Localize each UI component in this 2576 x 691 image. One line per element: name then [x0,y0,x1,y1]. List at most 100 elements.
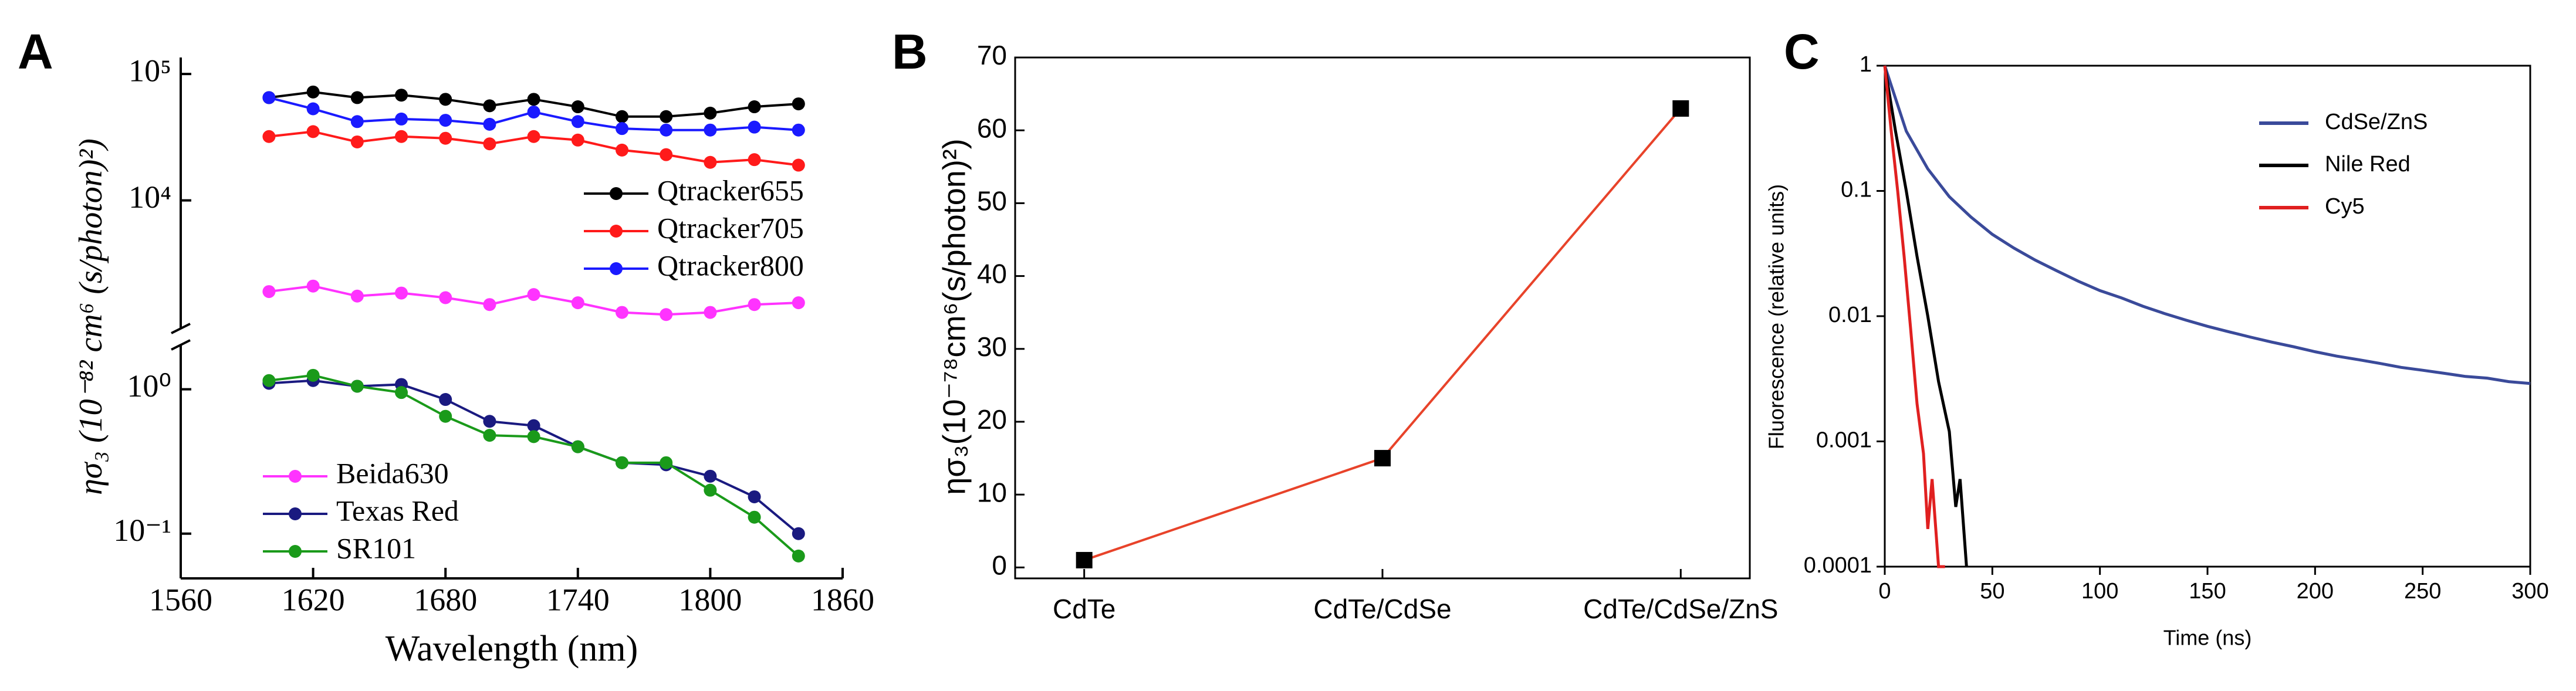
x-axis-label: Wavelength (nm) [386,629,638,669]
plot-frame [1014,56,1751,580]
y-tick-label: 0 [992,550,1007,581]
marker [483,429,496,442]
x-tick-label: 250 [2404,579,2441,604]
marker [704,106,717,120]
y-tick-label: 10⁵ [129,53,171,88]
x-tick-label: 1800 [678,582,742,617]
legend-label: Qtracker705 [657,211,804,244]
marker [262,91,276,104]
marker [395,130,408,143]
marker [571,440,584,453]
legend-marker [289,470,302,483]
marker [395,112,408,126]
marker [350,289,364,303]
y-tick-label: 0.001 [1816,428,1872,453]
axis-break [171,323,191,351]
legend-label: Nile Red [2325,152,2411,177]
marker [748,298,761,311]
marker [660,148,673,161]
legend-label: Cy5 [2325,194,2365,219]
x-tick-label: 1680 [414,582,477,617]
y-tick-label: 0.1 [1841,178,1872,202]
legend-marker [610,187,623,200]
marker [262,130,276,143]
marker [616,306,628,319]
marker [748,120,761,134]
marker [439,114,452,127]
marker [483,298,496,311]
marker [748,490,761,503]
series-line [1883,65,1968,567]
marker [1672,100,1689,117]
marker [306,368,320,382]
x-tick-label: 1620 [282,582,345,617]
legend-marker [289,507,302,520]
marker [616,110,628,123]
marker [660,456,673,469]
marker [306,85,320,99]
legend-marker [610,262,623,275]
y-tick-label: 60 [977,113,1007,143]
legend-label: Qtracker800 [657,249,804,282]
marker [704,469,717,483]
legend-marker [610,225,623,238]
marker [527,105,540,118]
marker [527,93,540,106]
panel-a: A 1560 1620 1680 1740 1800 1860 10⁻¹ 10⁰ 10⁴ 10⁵ Wa… [18,24,874,669]
x-tick-label: 50 [1980,579,2004,604]
series-line [1883,65,1945,568]
y-tick-label: 10 [977,477,1007,507]
marker [704,483,717,497]
x-tick-label: CdTe [1053,594,1115,624]
y-tick-label: 0.01 [1828,303,1872,327]
y-tick-label: 10⁴ [129,179,171,215]
marker [395,386,408,399]
marker [616,122,628,136]
marker [483,99,496,113]
y-axis-label: ησ₃ (10⁻⁸² cm⁶ (s/photon)²) [73,138,109,495]
marker [395,286,408,300]
marker [704,306,717,319]
y-tick-label: 30 [977,331,1007,362]
x-tick-label: 0 [1878,579,1891,604]
x-tick-label: 200 [2297,579,2334,604]
marker [660,123,673,137]
marker [262,374,276,387]
marker [660,308,673,321]
marker [350,380,364,393]
marker [395,89,408,102]
marker [439,409,452,423]
x-tick-label: 1560 [149,582,212,617]
marker [571,115,584,128]
marker [616,143,628,157]
panel-b: B 0 10 20 30 40 50 60 70 CdTe CdTe/CdSe CdTe/CdSe/Z… [892,24,1779,624]
y-axis-label: ησ₃(10⁻⁷⁸cm⁶(s/photon)²) [937,138,972,495]
marker [350,115,364,128]
x-tick-label: 1860 [811,582,874,617]
marker [748,100,761,114]
panel-label: B [892,24,928,79]
marker [571,133,584,147]
panel-label: A [18,24,53,79]
legend-label: SR101 [336,531,416,564]
marker [792,527,805,540]
marker [306,102,320,116]
marker [748,153,761,167]
series-line [1084,107,1682,561]
marker [527,130,540,143]
y-tick-label: 0.0001 [1804,553,1872,578]
marker [483,137,496,151]
marker [792,296,805,310]
plot-frame [1884,65,2531,568]
y-tick-label: 10⁻¹ [113,513,171,548]
marker [748,510,761,524]
marker [616,456,628,469]
marker [660,110,673,123]
marker [527,288,540,302]
marker [439,93,452,106]
legend-marker [289,545,302,558]
marker [571,100,584,114]
panel-c: C 0 50 100 150 200 250 300 1 0.1 0.01 0.001 0.0001 Ti… [1764,24,2549,649]
x-tick-label: CdTe/CdSe [1313,594,1451,624]
